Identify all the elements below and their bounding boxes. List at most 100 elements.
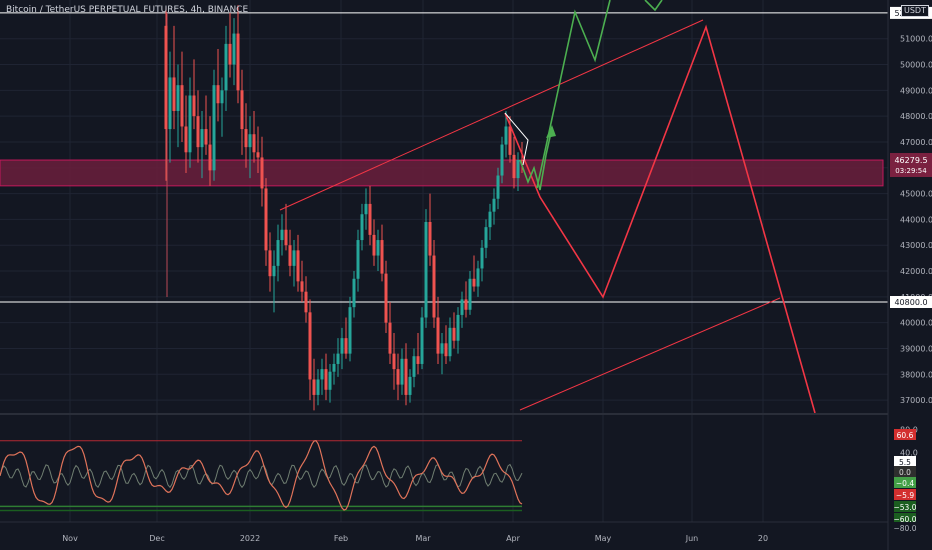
candle: [424, 209, 428, 328]
candle: [408, 369, 412, 403]
candle: [480, 240, 484, 282]
candle-body: [392, 353, 396, 370]
price-tick-label: 39000.0: [900, 344, 932, 353]
candle: [192, 59, 196, 130]
oscillator-pane: [0, 413, 888, 512]
candle: [292, 240, 296, 287]
candle-body: [376, 240, 380, 256]
candle: [172, 25, 176, 130]
candle-body: [388, 322, 392, 354]
price-tick-label: 49000.0: [900, 86, 932, 95]
candle: [208, 116, 212, 186]
candle: [488, 203, 492, 241]
osc-value-label: −60.0: [894, 515, 917, 524]
trend-drawings-layer[interactable]: [279, 0, 816, 414]
candle-body: [196, 116, 200, 148]
osc-value-bg: [894, 477, 916, 488]
candle-body: [300, 281, 304, 292]
candle-body: [296, 250, 300, 282]
current-price-label: 46279.5: [894, 156, 927, 165]
time-tick-label: 2022: [240, 534, 260, 543]
price-tick-label: 44000.0: [900, 215, 932, 224]
candle-body: [308, 312, 312, 380]
osc-value-bg: [894, 501, 916, 512]
time-axis[interactable]: Nov Dec 2022 Feb Mar Apr May Jun 20: [0, 521, 888, 543]
price-tick-label: 40000.0: [900, 319, 932, 328]
time-tick-label: Feb: [334, 534, 348, 543]
candle-body: [288, 245, 292, 266]
support-price-label: 40800.0: [894, 298, 927, 307]
candle-body: [212, 85, 216, 171]
currency-label[interactable]: USDT: [901, 5, 929, 17]
price-axis[interactable]: 51000.050000.049000.048000.047000.046000…: [887, 0, 932, 550]
candle: [476, 260, 480, 297]
price-tick-label: 37000.0: [900, 396, 932, 405]
candle: [356, 229, 360, 292]
candle: [212, 69, 216, 181]
countdown-label: 03:29:54: [895, 167, 927, 175]
candle-body: [452, 327, 456, 341]
candle-body: [480, 247, 484, 269]
osc-value-label: 60.6: [897, 431, 914, 440]
candle: [184, 95, 188, 173]
candle-body: [168, 77, 172, 130]
candle-body: [380, 240, 384, 274]
resistance-zone-layer: [0, 12, 888, 303]
candle: [228, 12, 232, 78]
candle-body: [408, 376, 412, 395]
candle-body: [208, 144, 212, 171]
candle: [224, 25, 228, 111]
candle: [368, 185, 372, 246]
candle-body: [344, 338, 348, 354]
candle-body: [184, 126, 188, 153]
candle-body: [332, 363, 336, 372]
candle-body: [264, 188, 268, 251]
price-tick-label: 47000.0: [900, 138, 932, 147]
candle: [288, 229, 292, 277]
candle: [272, 250, 276, 313]
candle: [216, 49, 220, 122]
candle-body: [432, 255, 436, 318]
candle-body: [236, 33, 240, 91]
candle-body: [492, 198, 496, 212]
osc-value-label: −5.9: [896, 491, 914, 500]
candle: [324, 353, 328, 401]
candle: [384, 260, 388, 333]
candle: [308, 299, 312, 401]
candle: [452, 312, 456, 349]
candle-body: [484, 227, 488, 248]
candles-layer: [164, 5, 524, 411]
candle-body: [364, 203, 368, 215]
candle: [412, 348, 416, 388]
green-arrow-head: [546, 125, 556, 138]
candle-body: [444, 343, 448, 357]
candle-body: [420, 317, 424, 364]
candle: [392, 332, 396, 390]
candle-body: [368, 203, 372, 235]
candle-body: [180, 85, 184, 127]
candle-body: [352, 278, 356, 308]
candle-body: [384, 273, 388, 323]
candle-body: [468, 278, 472, 310]
candle-body: [488, 211, 492, 228]
candle: [240, 69, 244, 155]
candle-body: [340, 338, 344, 354]
candle-body: [328, 371, 332, 390]
candle: [400, 348, 404, 395]
candle: [164, 7, 168, 181]
candle: [340, 327, 344, 370]
candle: [200, 110, 204, 179]
candle: [168, 51, 172, 163]
price-tick-label: 38000.0: [900, 370, 932, 379]
chart-title: Bitcoin / TetherUS PERPETUAL FUTURES, 4h…: [6, 5, 249, 15]
candle-body: [396, 369, 400, 385]
price-tick-label: 45000.0: [900, 190, 932, 199]
candle-body: [476, 268, 480, 287]
candle: [440, 332, 444, 375]
candle-body: [416, 356, 420, 364]
candle-body: [164, 25, 168, 130]
candle-body: [260, 157, 264, 189]
candle-body: [472, 278, 476, 287]
candle: [444, 325, 448, 364]
